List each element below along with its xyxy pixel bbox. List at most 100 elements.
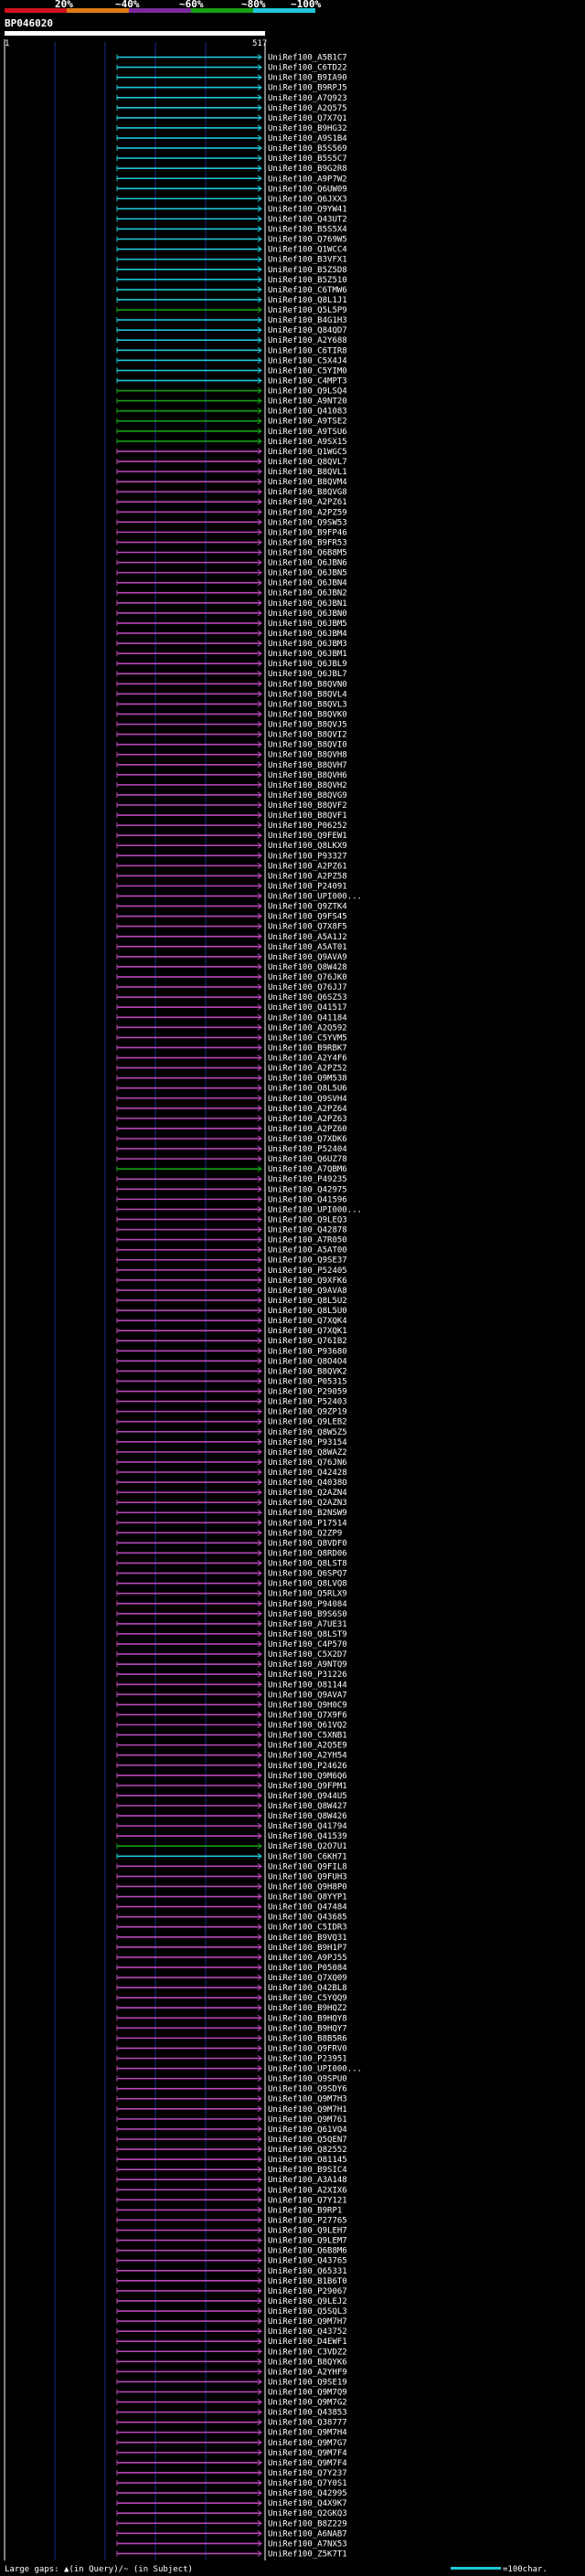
track-label[interactable]: UniRef100_Q61VQ2 xyxy=(268,1722,347,1731)
track-label[interactable]: UniRef100_Q7XQ09 xyxy=(268,1974,347,1983)
track-label[interactable]: UniRef100_A2PZ52 xyxy=(268,1065,347,1074)
track-label[interactable]: UniRef100_B5S569 xyxy=(268,144,347,154)
track-label[interactable]: UniRef100_Q1WCC4 xyxy=(268,246,347,255)
track-label[interactable]: UniRef100_Q7XQK4 xyxy=(268,1317,347,1326)
track-label[interactable]: UniRef100_A9SX15 xyxy=(268,438,347,447)
track-label[interactable]: UniRef100_A5AT00 xyxy=(268,1246,347,1256)
track-label[interactable]: UniRef100_Q42995 xyxy=(268,2489,347,2498)
track-label[interactable]: UniRef100_A2Y688 xyxy=(268,336,347,345)
track-label[interactable]: UniRef100_Q9M7F4 xyxy=(268,2449,347,2458)
track-label[interactable]: UniRef100_Q9FPM1 xyxy=(268,1782,347,1791)
track-label[interactable]: UniRef100_Q6JBN0 xyxy=(268,610,347,619)
track-label[interactable]: UniRef100_A2PZ61 xyxy=(268,498,347,507)
track-label[interactable]: UniRef100_Q9M761 xyxy=(268,2115,347,2125)
track-label[interactable]: UniRef100_Q9M7H4 xyxy=(268,2429,347,2438)
track-label[interactable]: UniRef100_Q8RD06 xyxy=(268,1549,347,1558)
track-label[interactable]: UniRef100_Q4X9K7 xyxy=(268,2499,347,2508)
track-label[interactable]: UniRef100_B9HQY7 xyxy=(268,2024,347,2033)
track-label[interactable]: UniRef100_B8QVH7 xyxy=(268,761,347,770)
track-label[interactable]: UniRef100_C5YQQ9 xyxy=(268,1994,347,2003)
track-label[interactable]: UniRef100_A9TSU6 xyxy=(268,428,347,437)
track-label[interactable]: UniRef100_C5XNB1 xyxy=(268,1732,347,1741)
track-label[interactable]: UniRef100_Q9FS45 xyxy=(268,913,347,922)
track-label[interactable]: UniRef100_B8QYK6 xyxy=(268,2358,347,2367)
track-label[interactable]: UniRef100_Q43765 xyxy=(268,2257,347,2266)
track-label[interactable]: UniRef100_Q944U5 xyxy=(268,1792,347,1801)
track-label[interactable]: UniRef100_Q8LST9 xyxy=(268,1630,347,1639)
track-label[interactable]: UniRef100_C5X2D7 xyxy=(268,1650,347,1659)
track-label[interactable]: UniRef100_Q8W5Z5 xyxy=(268,1428,347,1437)
track-label[interactable]: UniRef100_Q6UW09 xyxy=(268,185,347,194)
track-label[interactable]: UniRef100_A5B1C7 xyxy=(268,54,347,63)
track-label[interactable]: UniRef100_B9RPJ5 xyxy=(268,84,347,93)
track-label[interactable]: UniRef100_Q9LEB2 xyxy=(268,1418,347,1427)
track-label[interactable]: UniRef100_B8QVF2 xyxy=(268,801,347,811)
track-label[interactable]: UniRef100_B5S5C7 xyxy=(268,154,347,164)
track-label[interactable]: UniRef100_Q42878 xyxy=(268,1226,347,1235)
track-label[interactable]: UniRef100_Q8L5U0 xyxy=(268,1307,347,1316)
track-label[interactable]: UniRef100_C5X4J4 xyxy=(268,356,347,366)
track-label[interactable]: UniRef100_B5Z510 xyxy=(268,276,347,285)
track-label[interactable]: UniRef100_A2Q5E9 xyxy=(268,1742,347,1751)
track-label[interactable]: UniRef100_Q7Y121 xyxy=(268,2196,347,2205)
track-label[interactable]: UniRef100_Q9SPU0 xyxy=(268,2075,347,2084)
track-label[interactable]: UniRef100_Q7XQK1 xyxy=(268,1327,347,1336)
track-label[interactable]: UniRef100_Q9M7H7 xyxy=(268,2317,347,2327)
track-label[interactable]: UniRef100_Q9M7F4 xyxy=(268,2459,347,2468)
track-label[interactable]: UniRef100_A2PZ59 xyxy=(268,508,347,517)
track-label[interactable]: UniRef100_P49235 xyxy=(268,1175,347,1184)
track-label[interactable]: UniRef100_Q6B8M5 xyxy=(268,548,347,557)
track-label[interactable]: UniRef100_B9IA90 xyxy=(268,74,347,83)
track-label[interactable]: UniRef100_Q9SE37 xyxy=(268,1256,347,1266)
track-label[interactable]: UniRef100_Q9AVA9 xyxy=(268,953,347,962)
track-label[interactable]: UniRef100_B8QVN0 xyxy=(268,680,347,689)
track-label[interactable]: UniRef100_Q2AZN4 xyxy=(268,1489,347,1498)
track-label[interactable]: UniRef100_Q76IB2 xyxy=(268,1337,347,1346)
track-label[interactable]: UniRef100_C6TIR8 xyxy=(268,346,347,355)
track-label[interactable]: UniRef100_B9HG32 xyxy=(268,124,347,133)
track-label[interactable]: UniRef100_Q2ZP9 xyxy=(268,1529,342,1538)
track-label[interactable]: UniRef100_B8QVJ5 xyxy=(268,721,347,730)
track-label[interactable]: UniRef100_B9S6S0 xyxy=(268,1610,347,1619)
track-label[interactable]: UniRef100_Q41539 xyxy=(268,1832,347,1841)
track-label[interactable]: UniRef100_Q2O7U1 xyxy=(268,1842,347,1851)
track-label[interactable]: UniRef100_B9RBK7 xyxy=(268,1044,347,1053)
track-label[interactable]: UniRef100_Q76JK0 xyxy=(268,973,347,982)
track-label[interactable]: UniRef100_B4G1H3 xyxy=(268,316,347,325)
track-label[interactable]: UniRef100_A2Q592 xyxy=(268,1023,347,1033)
track-label[interactable]: UniRef100_A7UE31 xyxy=(268,1620,347,1629)
track-label[interactable]: UniRef100_Q41794 xyxy=(268,1822,347,1831)
track-label[interactable]: UniRef100_Q6JXX3 xyxy=(268,195,347,204)
track-label[interactable]: UniRef100_B9VQ31 xyxy=(268,1934,347,1943)
track-label[interactable]: UniRef100_P05315 xyxy=(268,1377,347,1386)
track-label[interactable]: UniRef100_Q6JBM1 xyxy=(268,650,347,659)
track-label[interactable]: UniRef100_UPI000... xyxy=(268,893,362,902)
track-label[interactable]: UniRef100_B9G2R8 xyxy=(268,164,347,174)
track-label[interactable]: UniRef100_A5AT01 xyxy=(268,943,347,952)
track-label[interactable]: UniRef100_Q43685 xyxy=(268,1913,347,1923)
track-label[interactable]: UniRef100_C6KH71 xyxy=(268,1852,347,1861)
track-label[interactable]: UniRef100_A7R050 xyxy=(268,1236,347,1246)
track-label[interactable]: UniRef100_A7Q923 xyxy=(268,94,347,103)
track-label[interactable]: UniRef100_Q9M7Q9 xyxy=(268,2389,347,2398)
track-label[interactable]: UniRef100_B8QVI0 xyxy=(268,741,347,750)
track-label[interactable]: UniRef100_Q8WAZ2 xyxy=(268,1448,347,1458)
track-label[interactable]: UniRef100_P93327 xyxy=(268,852,347,861)
track-label[interactable]: UniRef100_A2PZ61 xyxy=(268,862,347,871)
track-label[interactable]: UniRef100_C4P570 xyxy=(268,1640,347,1649)
track-label[interactable]: UniRef100_Q6JBN1 xyxy=(268,599,347,609)
track-label[interactable]: UniRef100_Q2GKQ3 xyxy=(268,2509,347,2518)
track-label[interactable]: UniRef100_Q6UZ78 xyxy=(268,1155,347,1164)
track-label[interactable]: UniRef100_A9S1B4 xyxy=(268,134,347,143)
track-label[interactable]: UniRef100_P52403 xyxy=(268,1398,347,1407)
track-label[interactable]: UniRef100_B9RP1 xyxy=(268,2206,342,2215)
track-label[interactable]: UniRef100_C6TD22 xyxy=(268,64,347,73)
track-label[interactable]: UniRef100_Q9SVH4 xyxy=(268,1095,347,1104)
track-label[interactable]: UniRef100_Q6JBM5 xyxy=(268,620,347,629)
track-label[interactable]: UniRef100_Q8QVL7 xyxy=(268,458,347,467)
track-label[interactable]: UniRef100_Q9LEQ3 xyxy=(268,1215,347,1224)
track-label[interactable]: UniRef100_Q9SW53 xyxy=(268,518,347,527)
track-label[interactable]: UniRef100_P24626 xyxy=(268,1762,347,1771)
track-label[interactable]: UniRef100_A2PZ64 xyxy=(268,1105,347,1114)
track-label[interactable]: UniRef100_B8QVL1 xyxy=(268,468,347,477)
